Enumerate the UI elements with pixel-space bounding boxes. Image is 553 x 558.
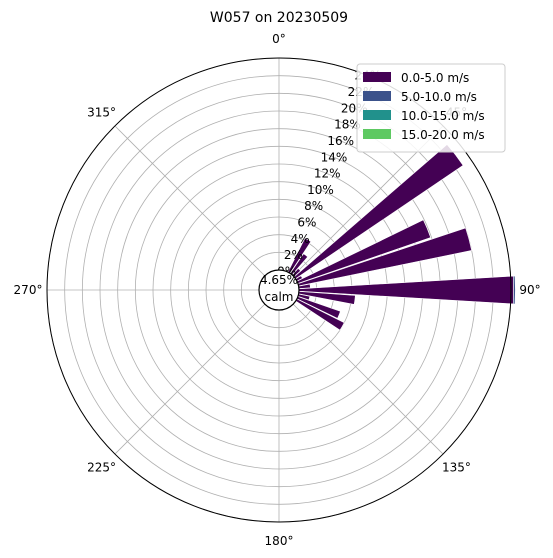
windrose-bars <box>287 144 516 331</box>
radial-tick-label: 12% <box>314 167 341 181</box>
angle-tick-label: 0° <box>272 32 286 46</box>
radial-tick-label: 10% <box>307 183 334 197</box>
radial-tick-label: 2% <box>284 248 303 262</box>
legend-label: 0.0-5.0 m/s <box>401 71 469 85</box>
wind-bar <box>512 275 516 305</box>
radial-tick-label: 14% <box>321 150 348 164</box>
radial-tick-label: 4% <box>291 232 310 246</box>
angle-tick-labels: 0°45°90°135°180°225°270°315° <box>14 32 541 548</box>
chart-title: W057 on 20230509 <box>210 10 348 26</box>
radial-tick-label: 18% <box>334 118 361 132</box>
legend-label: 5.0-10.0 m/s <box>401 90 477 104</box>
angle-tick-label: 180° <box>265 534 294 548</box>
legend-label: 15.0-20.0 m/s <box>401 128 485 142</box>
angle-tick-label: 315° <box>87 106 116 120</box>
angle-tick-label: 90° <box>519 283 540 297</box>
grid-spoke <box>114 125 266 277</box>
angle-tick-label: 225° <box>87 460 116 474</box>
legend-swatch <box>363 129 391 139</box>
calm-circle: 4.65% calm <box>258 269 300 311</box>
legend-swatch <box>363 72 391 82</box>
radial-tick-label: 6% <box>297 216 316 230</box>
radial-tick-label: 16% <box>327 134 354 148</box>
legend-swatch <box>363 110 391 120</box>
grid-spoke <box>292 303 444 455</box>
grid-spoke <box>114 303 266 455</box>
legend: 0.0-5.0 m/s 5.0-10.0 m/s 10.0-15.0 m/s 15.0… <box>356 63 506 153</box>
legend-label: 10.0-15.0 m/s <box>401 109 485 123</box>
calm-label: calm <box>265 290 294 304</box>
outer-frame <box>46 57 512 523</box>
calm-percent-label: 4.65% <box>260 273 298 287</box>
radial-tick-label: 8% <box>304 199 323 213</box>
outer-circle <box>46 57 512 523</box>
legend-box <box>356 63 506 153</box>
legend-swatch <box>363 91 391 101</box>
angle-tick-label: 135° <box>442 460 471 474</box>
angle-tick-label: 270° <box>14 283 43 297</box>
